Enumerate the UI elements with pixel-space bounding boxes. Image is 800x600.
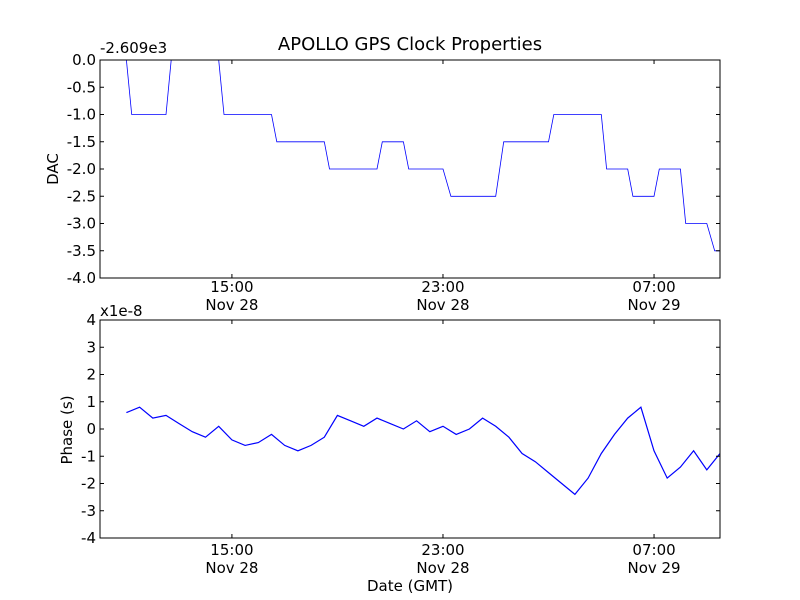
y-tick-label: 0: [86, 420, 96, 438]
y-tick-label: 3: [86, 338, 96, 356]
y-tick-label: -2: [81, 475, 96, 493]
y-tick-label: -3.5: [67, 242, 96, 260]
y-tick-label: -2.0: [67, 160, 96, 178]
chart-title: APOLLO GPS Clock Properties: [278, 34, 542, 55]
y-tick-label: -2.5: [67, 187, 96, 205]
x-tick-date-label: Nov 29: [627, 296, 680, 314]
series-line-0: [126, 406, 720, 496]
dac-offset-label: -2.609e3: [100, 39, 167, 57]
dac-axes: -2.609e3 DAC 0.0 -0.5 -1.0 -1.5 -2.0 -2.5 -3.0…: [44, 39, 721, 314]
x-tick-date-label: Nov 28: [205, 296, 258, 314]
x-tick-date-label: Nov 28: [205, 559, 258, 577]
series-line-0: [126, 60, 720, 252]
y-tick-label: 1: [86, 393, 96, 411]
phase-offset-label: x1e-8: [100, 302, 143, 320]
y-tick-label: 2: [86, 366, 96, 384]
dac-plot-area: 0.0 -0.5 -1.0 -1.5 -2.0 -2.5 -3.0 -3.5 -4.0 15:00…: [67, 51, 721, 314]
y-tick-label: 4: [86, 311, 96, 329]
dac-y-axis-label: DAC: [44, 153, 62, 185]
y-tick-label: -3: [81, 502, 96, 520]
phase-x-axis-label: Date (GMT): [367, 577, 453, 595]
y-tick-label: -0.5: [67, 78, 96, 96]
y-tick-label: -3.0: [67, 215, 96, 233]
x-tick-date-label: Nov 28: [416, 559, 469, 577]
phase-axes: x1e-8 Phase (s) Date (GMT) 4 3 2 1 0 -1 -2 -3 -4…: [58, 302, 721, 595]
y-tick-label: 0.0: [72, 51, 96, 69]
phase-y-axis-label: Phase (s): [58, 395, 76, 464]
x-tick-label: 07:00: [632, 278, 675, 296]
y-tick-label: -4: [81, 529, 96, 547]
y-tick-label: -1: [81, 447, 96, 465]
x-tick-label: 15:00: [210, 278, 253, 296]
x-tick-date-label: Nov 28: [416, 296, 469, 314]
x-tick-label: 07:00: [632, 541, 675, 559]
x-tick-label: 23:00: [421, 278, 464, 296]
x-tick-label: 23:00: [421, 541, 464, 559]
y-tick-label: -1.5: [67, 133, 96, 151]
y-tick-label: -1.0: [67, 106, 96, 124]
x-tick-label: 15:00: [210, 541, 253, 559]
y-tick-label: -4.0: [67, 269, 96, 287]
axes-frame: [99, 319, 721, 539]
x-tick-date-label: Nov 29: [627, 559, 680, 577]
